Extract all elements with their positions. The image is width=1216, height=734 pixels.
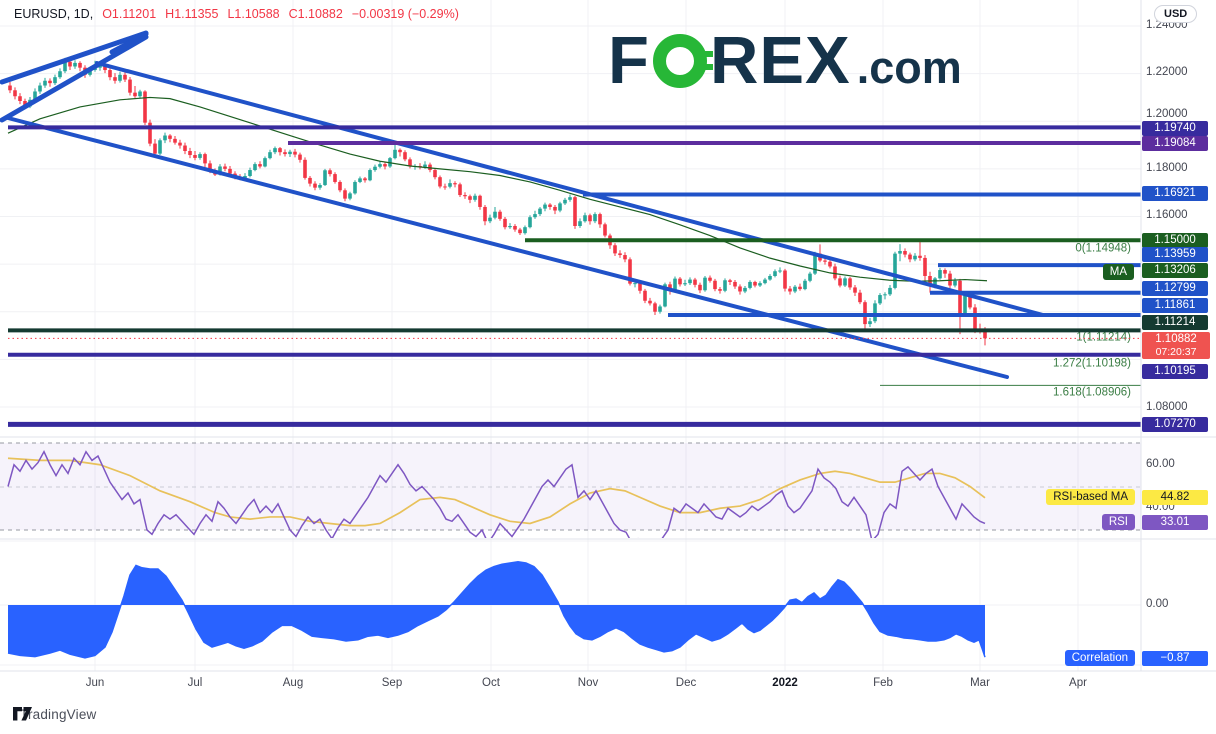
price-level-label: 1.19740 xyxy=(1142,120,1208,136)
ma-indicator-badge[interactable]: MA xyxy=(1102,264,1134,280)
tradingview-attribution[interactable]: TradingView xyxy=(13,707,97,722)
time-axis-label[interactable]: Jul xyxy=(187,677,203,689)
channel-upper xyxy=(95,61,1045,317)
currency-usd-button[interactable]: USD xyxy=(1154,5,1198,23)
price-level-label: 1.13206 xyxy=(1142,262,1208,278)
time-axis[interactable]: Jun Jul Aug Sep Oct Nov Dec 2022 Feb Mar Apr xyxy=(0,677,1216,695)
svg-text:1.618(1.08906): 1.618(1.08906) xyxy=(1053,386,1131,398)
wedge-upper xyxy=(0,30,149,85)
indicator-value-label: 44.82 xyxy=(1142,489,1208,505)
time-axis-label[interactable]: Nov xyxy=(577,677,599,689)
symbol-title[interactable]: EURUSD, 1D, xyxy=(14,7,94,21)
time-axis-label[interactable]: Apr xyxy=(1069,677,1087,689)
tradingview-logo-icon xyxy=(13,707,32,721)
axis-label: 0.00 xyxy=(1146,598,1169,610)
axis-label: 60.00 xyxy=(1146,458,1175,470)
correlation-area xyxy=(7,561,986,659)
svg-text:1.272(1.10198): 1.272(1.10198) xyxy=(1053,358,1131,370)
price-level-label: 1.11214 xyxy=(1142,314,1208,330)
time-axis-label[interactable]: Mar xyxy=(970,677,990,689)
axis-label: 1.18000 xyxy=(1146,162,1188,174)
price-level-label: 1.16921 xyxy=(1142,185,1208,201)
price-level-label: 1.12799 xyxy=(1142,280,1208,296)
time-axis-label[interactable]: Jun xyxy=(85,677,105,689)
price-level-label: 1.10195 xyxy=(1142,363,1208,379)
svg-text:0(1.14948): 0(1.14948) xyxy=(1075,243,1131,255)
rsi-plot xyxy=(0,442,1141,538)
forex-logo-com: .com xyxy=(856,42,962,93)
axis-label: 1.22000 xyxy=(1146,66,1188,78)
time-axis-label[interactable]: Oct xyxy=(482,677,500,689)
ohlc-high: H1.11355 xyxy=(165,7,219,21)
rsi-line xyxy=(7,450,986,538)
ma-line xyxy=(7,96,988,282)
ohlc-low: L1.10588 xyxy=(227,7,280,21)
last-price-value: 1.10882 xyxy=(1155,333,1197,345)
trend-lines xyxy=(0,30,1045,379)
forex-logo-o-icon xyxy=(652,34,713,88)
wedge-lower xyxy=(0,34,149,123)
time-axis-label[interactable]: Sep xyxy=(381,677,403,689)
forex-logo-rex: REX xyxy=(709,23,851,98)
price-level-label: 1.15000 xyxy=(1142,232,1208,248)
grid xyxy=(0,0,1141,671)
symbol-header[interactable]: EURUSD, 1D, O1.11201 H1.11355 L1.10588 C1.10… xyxy=(14,7,459,21)
time-axis-label[interactable]: Feb xyxy=(873,677,893,689)
axis-label: 1.16000 xyxy=(1146,209,1188,221)
correlation-indicator-badge[interactable]: Correlation xyxy=(1064,650,1135,666)
tradingview-brand-text[interactable]: TradingView xyxy=(20,707,97,722)
last-price-label: 1.10882 07:20:37 xyxy=(1142,332,1210,359)
rsi-ma-line xyxy=(7,457,986,527)
axis-label: 1.08000 xyxy=(1146,401,1188,413)
axis-label: 1.20000 xyxy=(1146,108,1188,120)
price-level-label: 1.19084 xyxy=(1142,135,1208,151)
candlestick-series xyxy=(7,57,988,346)
horizontal-rays xyxy=(8,125,1141,427)
price-level-label: 1.13959 xyxy=(1142,246,1208,262)
forex-watermark: F REX .com xyxy=(608,23,1012,98)
indicator-value-label: −0.87 xyxy=(1142,650,1208,666)
price-level-label: 1.11861 xyxy=(1142,297,1208,313)
channel-lower xyxy=(6,116,1009,379)
forex-logo-f: F xyxy=(608,23,650,98)
rsi-ma-indicator-badge[interactable]: RSI-based MA xyxy=(1046,489,1135,505)
ohlc-change: −0.00319 (−0.29%) xyxy=(351,7,459,21)
ohlc-open: O1.11201 xyxy=(102,7,157,21)
indicator-value-label: 33.01 xyxy=(1142,514,1208,530)
rsi-indicator-badge[interactable]: RSI xyxy=(1101,514,1135,530)
time-axis-label[interactable]: Dec xyxy=(675,677,697,689)
arrow-barb xyxy=(109,31,149,55)
ohlc-close: C1.10882 xyxy=(288,7,343,21)
price-level-label: 1.07270 xyxy=(1142,416,1208,432)
time-axis-label[interactable]: 2022 xyxy=(772,677,798,689)
svg-text:1(1.11214): 1(1.11214) xyxy=(1076,331,1131,343)
bar-countdown: 07:20:37 xyxy=(1155,346,1197,358)
time-axis-label[interactable]: Aug xyxy=(282,677,304,689)
